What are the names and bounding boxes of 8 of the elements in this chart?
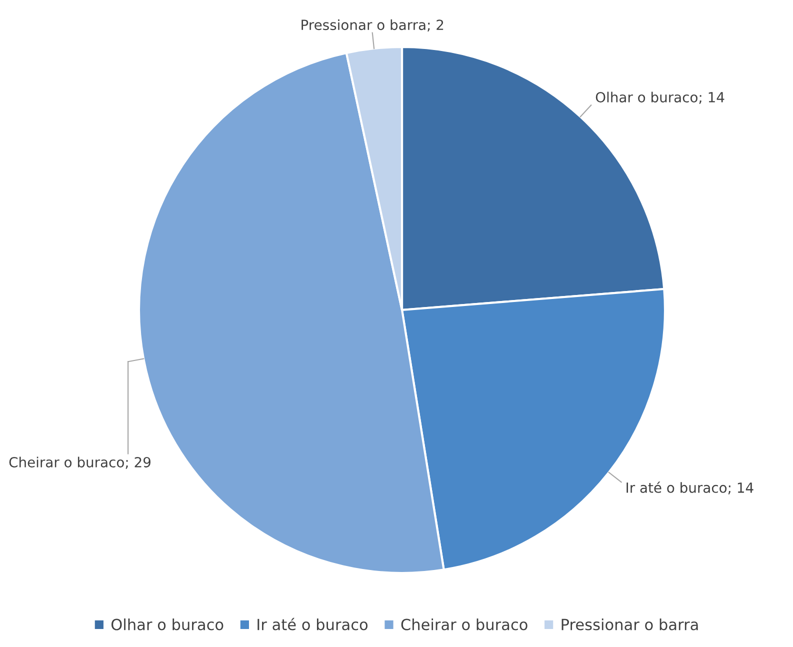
data-label: Olhar o buraco; 14 [596, 92, 724, 104]
legend-label: Cheirar o buraco [401, 618, 528, 630]
data-label: Ir até o buraco; 14 [626, 482, 754, 494]
data-label: Cheirar o buraco; 29 [9, 456, 150, 469]
data-label: Pressionar o barra; 2 [302, 19, 444, 32]
legend-label: Ir até o buraco [258, 618, 368, 630]
legend-label: Olhar o buraco [111, 618, 224, 630]
legend-label: Pressionar o barra [562, 618, 698, 630]
